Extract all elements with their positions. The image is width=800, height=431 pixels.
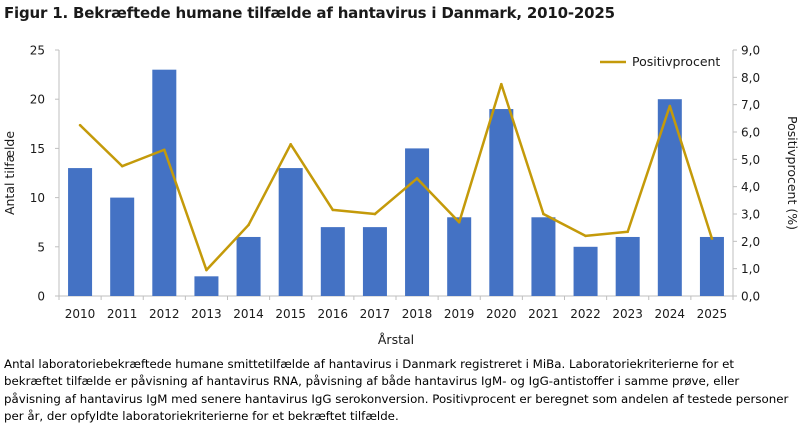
y2-tick-label: 4,0 xyxy=(741,180,760,194)
line-series xyxy=(79,82,714,272)
y2-tick-label: 5,0 xyxy=(741,153,760,167)
figure-caption: Antal laboratoriebekræftede humane smitt… xyxy=(4,357,789,423)
bar xyxy=(699,236,724,296)
line-point xyxy=(584,234,587,238)
x-tick-label: 2010 xyxy=(65,307,96,321)
y2-tick-label: 6,0 xyxy=(741,126,760,140)
y2-tick-label: 3,0 xyxy=(741,208,760,222)
bar xyxy=(320,227,345,296)
x-tick-label: 2020 xyxy=(486,307,517,321)
legend-label: Positivprocent xyxy=(632,54,720,69)
x-tick-label: 2013 xyxy=(191,307,222,321)
line-point xyxy=(415,177,419,180)
x-tick-label: 2024 xyxy=(655,307,686,321)
figure-title: Figur 1. Bekræftede humane tilfælde af h… xyxy=(4,4,615,22)
y-tick-label: 0 xyxy=(37,290,45,304)
y2-tick-label: 8,0 xyxy=(741,71,760,85)
line-point xyxy=(289,143,292,146)
y2-tick-label: 7,0 xyxy=(741,98,760,112)
line-point xyxy=(163,148,166,152)
x-tick-label: 2016 xyxy=(318,307,349,321)
line-point xyxy=(247,223,250,227)
x-tick-label: 2018 xyxy=(402,307,433,321)
bar xyxy=(489,109,514,296)
line-point xyxy=(542,212,545,216)
bar xyxy=(573,246,598,296)
line-point xyxy=(205,268,208,272)
x-tick-label: 2025 xyxy=(697,307,728,321)
bar xyxy=(615,236,640,296)
x-tick-label: 2023 xyxy=(612,307,643,321)
y-axis-title: Antal tilfælde xyxy=(2,131,17,215)
x-tick-label: 2019 xyxy=(444,307,475,321)
bar xyxy=(152,69,177,297)
line-point xyxy=(373,212,377,216)
line-point xyxy=(626,230,629,234)
line-point xyxy=(668,104,672,108)
line-point xyxy=(78,123,82,127)
x-tick-label: 2015 xyxy=(275,307,306,321)
bar xyxy=(68,168,93,296)
bar xyxy=(362,227,387,296)
line-point xyxy=(120,164,124,168)
y-tick-label: 10 xyxy=(30,191,45,205)
x-tick-label: 2021 xyxy=(528,307,559,321)
y-tick-label: 25 xyxy=(30,44,45,58)
bar xyxy=(110,197,135,296)
x-tick-label: 2014 xyxy=(233,307,264,321)
y2-tick-label: 0,0 xyxy=(741,290,760,304)
y2-axis-title: Positivprocent (%) xyxy=(785,116,800,230)
legend: Positivprocent xyxy=(600,54,720,69)
y2-tick-label: 1,0 xyxy=(741,262,760,276)
x-tick-label: 2017 xyxy=(360,307,391,321)
x-tick-label: 2022 xyxy=(570,307,601,321)
x-tick-label: 2011 xyxy=(107,307,138,321)
bar xyxy=(194,276,219,296)
line-point xyxy=(331,208,335,212)
bar xyxy=(236,236,261,296)
bar xyxy=(278,168,303,296)
x-tick-label: 2012 xyxy=(149,307,180,321)
x-axis-title: Årstal xyxy=(378,332,414,347)
y-tick-label: 20 xyxy=(30,93,45,107)
line-point xyxy=(710,237,714,240)
bar xyxy=(531,217,556,296)
line-point xyxy=(457,220,461,224)
y-tick-label: 15 xyxy=(30,142,45,156)
chart: 05101520250,01,02,03,04,05,06,07,08,09,0… xyxy=(2,44,800,348)
bar xyxy=(405,148,430,296)
y-tick-label: 5 xyxy=(37,240,45,254)
y2-tick-label: 9,0 xyxy=(741,44,760,58)
y2-tick-label: 2,0 xyxy=(741,235,760,249)
bar xyxy=(447,217,472,296)
line-point xyxy=(500,82,503,86)
